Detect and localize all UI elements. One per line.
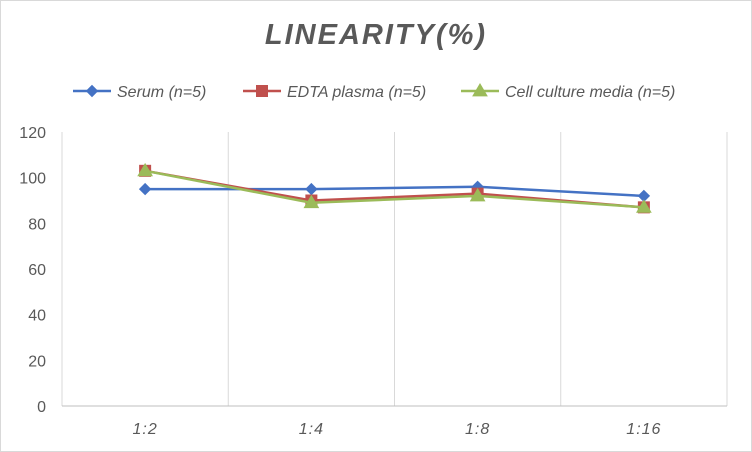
y-tick-label: 40 <box>28 308 46 325</box>
legend-label-3: Cell culture media (n=5) <box>505 84 675 101</box>
data-point-3 <box>469 187 486 202</box>
legend-label-2: EDTA plasma (n=5) <box>287 84 426 101</box>
series-line-3 <box>144 169 644 209</box>
data-point-3 <box>303 194 320 209</box>
data-point-1 <box>305 182 318 196</box>
legend-label-1: Serum (n=5) <box>117 84 206 101</box>
legend-marker-3 <box>472 83 488 97</box>
x-tick-label: 1:2 <box>133 421 158 438</box>
y-tick-label: 80 <box>28 216 46 233</box>
y-tick-label: 0 <box>37 399 46 416</box>
y-tick-label: 100 <box>19 171 46 188</box>
data-point-3 <box>137 162 153 177</box>
chart-title: LINEARITY(%) <box>264 19 488 51</box>
legend-marker-1 <box>85 84 99 98</box>
data-point-3 <box>636 199 652 213</box>
x-tick-label: 1:4 <box>299 421 324 438</box>
y-tick-label: 20 <box>28 353 46 370</box>
data-point-1 <box>138 182 152 196</box>
y-tick-label: 60 <box>28 262 46 279</box>
y-tick-label: 120 <box>19 125 46 142</box>
x-tick-label: 1:8 <box>465 421 490 438</box>
legend-marker-2 <box>256 85 268 97</box>
x-tick-label: 1:16 <box>626 421 661 438</box>
series-line-1 <box>145 185 644 198</box>
